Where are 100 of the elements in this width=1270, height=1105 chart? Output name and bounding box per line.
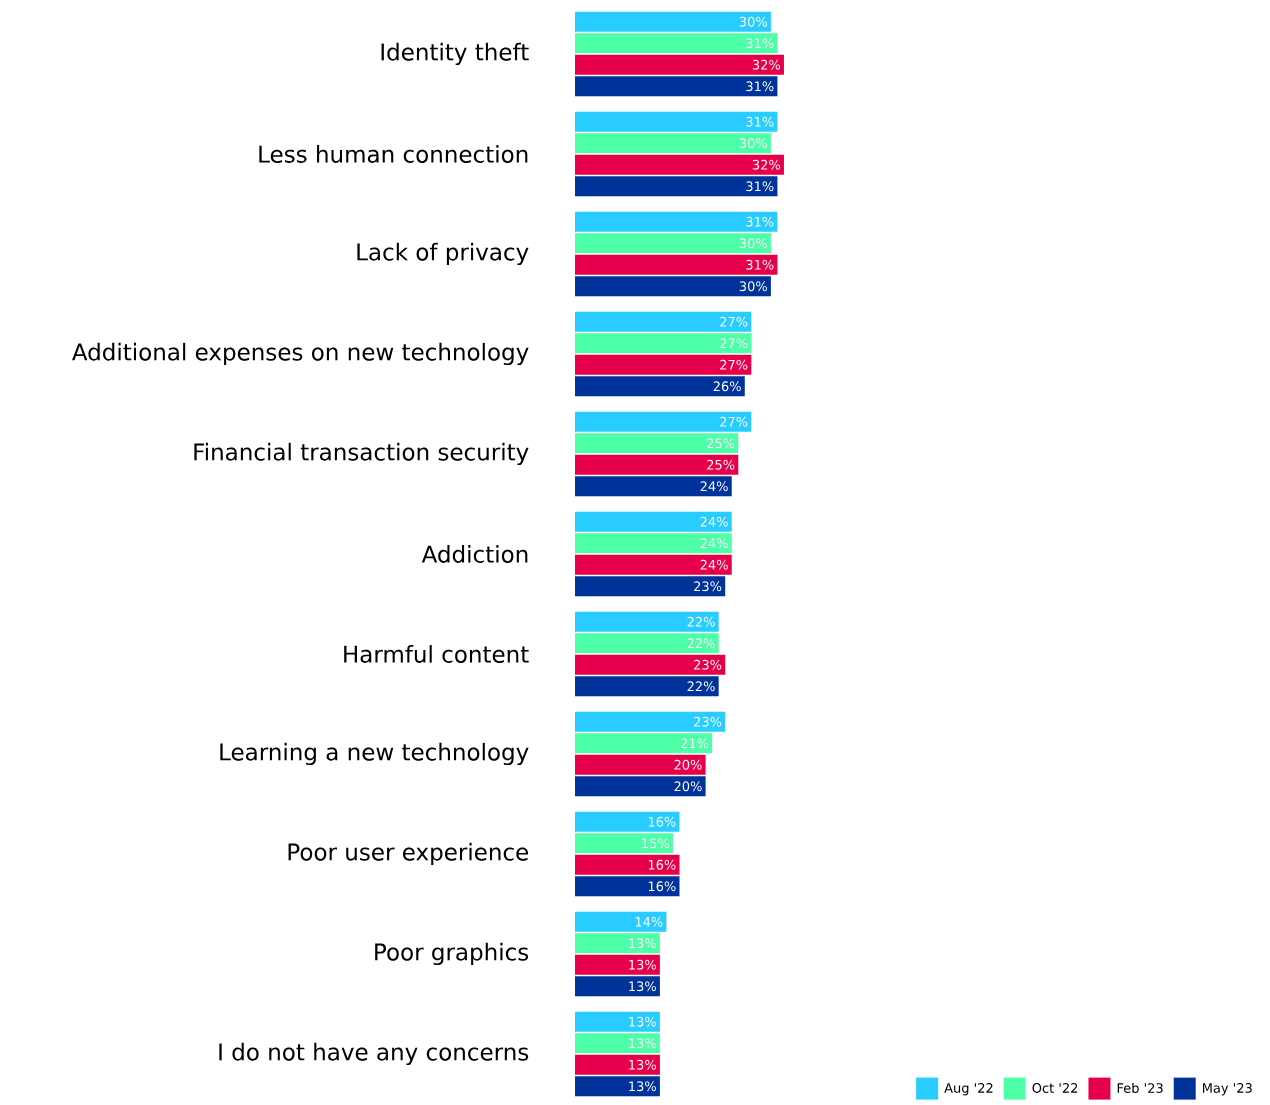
data-label: 27% bbox=[720, 416, 748, 427]
bar bbox=[575, 633, 719, 654]
bar bbox=[575, 776, 706, 797]
data-label: 30% bbox=[739, 16, 767, 27]
bar bbox=[575, 754, 706, 775]
data-label: 31% bbox=[746, 38, 774, 49]
y-tick-label: Addiction bbox=[421, 545, 528, 563]
data-label: 30% bbox=[739, 138, 767, 149]
y-tick-label: Less human connection bbox=[259, 145, 528, 163]
bar bbox=[575, 611, 719, 632]
bar bbox=[575, 154, 784, 175]
bar bbox=[575, 933, 660, 954]
data-label: 23% bbox=[694, 581, 722, 592]
data-label: 31% bbox=[746, 259, 774, 270]
bar bbox=[575, 276, 771, 297]
bar bbox=[575, 854, 680, 875]
data-label: 31% bbox=[746, 216, 774, 227]
legend-label: Feb '23 bbox=[1117, 1082, 1163, 1093]
bar bbox=[575, 433, 739, 454]
bar bbox=[575, 354, 752, 375]
bar bbox=[575, 211, 778, 232]
data-label: 16% bbox=[648, 859, 676, 870]
data-label: 16% bbox=[648, 881, 676, 892]
bar bbox=[575, 454, 739, 475]
bar bbox=[575, 476, 732, 497]
bar bbox=[575, 554, 732, 575]
y-tick-label: Additional expenses on new technology bbox=[72, 342, 529, 366]
bar bbox=[575, 311, 752, 332]
bar bbox=[575, 876, 680, 897]
bar bbox=[575, 511, 732, 532]
bar bbox=[575, 954, 660, 975]
y-tick-label: Identity theft bbox=[381, 42, 529, 66]
data-label: 24% bbox=[700, 481, 728, 492]
data-label: 13% bbox=[629, 981, 656, 992]
bar bbox=[575, 911, 667, 932]
data-label: 14% bbox=[635, 916, 663, 927]
data-label: 13% bbox=[629, 959, 656, 970]
y-tick-label: Financial transaction security bbox=[194, 442, 529, 466]
data-label: 31% bbox=[746, 81, 774, 92]
data-label: 22% bbox=[687, 638, 715, 649]
data-label: 15% bbox=[642, 838, 670, 849]
legend-label: May '23 bbox=[1202, 1083, 1252, 1096]
data-label: 30% bbox=[739, 281, 767, 292]
data-label: 13% bbox=[629, 1059, 656, 1070]
data-label: 31% bbox=[746, 181, 774, 192]
data-label: 13% bbox=[629, 1016, 656, 1027]
bar bbox=[575, 176, 778, 197]
bar bbox=[575, 1011, 660, 1032]
data-label: 20% bbox=[674, 781, 702, 792]
bar bbox=[575, 54, 784, 75]
bar bbox=[575, 233, 771, 254]
bar bbox=[575, 1033, 660, 1054]
bar bbox=[575, 1054, 660, 1075]
data-label: 32% bbox=[752, 159, 781, 170]
bar bbox=[575, 833, 673, 854]
bar bbox=[575, 1076, 660, 1097]
bar bbox=[575, 811, 680, 832]
data-label: 30% bbox=[739, 238, 767, 249]
data-label: 13% bbox=[629, 938, 656, 949]
data-label: 23% bbox=[694, 659, 722, 670]
bar bbox=[575, 411, 752, 432]
data-label: 27% bbox=[720, 316, 748, 327]
bar bbox=[575, 654, 726, 675]
data-label: 20% bbox=[674, 759, 702, 770]
bar bbox=[575, 333, 752, 354]
bar bbox=[575, 711, 726, 732]
data-label: 26% bbox=[713, 381, 741, 392]
data-label: 31% bbox=[746, 116, 774, 127]
data-label: 13% bbox=[629, 1038, 656, 1049]
bar bbox=[575, 111, 778, 132]
bar bbox=[575, 33, 778, 54]
data-label: 23% bbox=[694, 716, 722, 727]
data-label: 27% bbox=[720, 359, 748, 370]
legend-label: Aug '22 bbox=[944, 1083, 993, 1096]
data-label: 32% bbox=[752, 59, 781, 70]
data-label: 13% bbox=[629, 1081, 656, 1092]
bar bbox=[575, 11, 771, 32]
bar bbox=[575, 376, 745, 397]
y-tick-label: Poor graphics bbox=[375, 942, 529, 966]
bar bbox=[575, 676, 719, 697]
data-label: 27% bbox=[720, 338, 748, 349]
data-label: 16% bbox=[648, 816, 676, 827]
bar bbox=[575, 133, 771, 154]
legend-label: Oct '22 bbox=[1032, 1083, 1078, 1093]
data-label: 25% bbox=[707, 459, 735, 470]
data-label: 24% bbox=[700, 538, 728, 549]
data-label: 21% bbox=[680, 738, 709, 749]
y-tick-label: Poor user experience bbox=[288, 842, 529, 866]
data-label: 24% bbox=[700, 559, 728, 570]
bar bbox=[575, 254, 778, 275]
bar bbox=[575, 576, 726, 597]
data-label: 22% bbox=[687, 681, 715, 692]
y-tick-label: Lack of privacy bbox=[357, 242, 529, 266]
y-tick-label: Harmful content bbox=[344, 645, 529, 663]
data-label: 25% bbox=[707, 438, 735, 449]
data-label: 24% bbox=[700, 516, 728, 527]
y-tick-label: Learning a new technology bbox=[220, 742, 529, 766]
bar bbox=[575, 733, 713, 754]
bar bbox=[575, 76, 778, 97]
y-tick-label: I do not have any concerns bbox=[219, 1042, 529, 1066]
